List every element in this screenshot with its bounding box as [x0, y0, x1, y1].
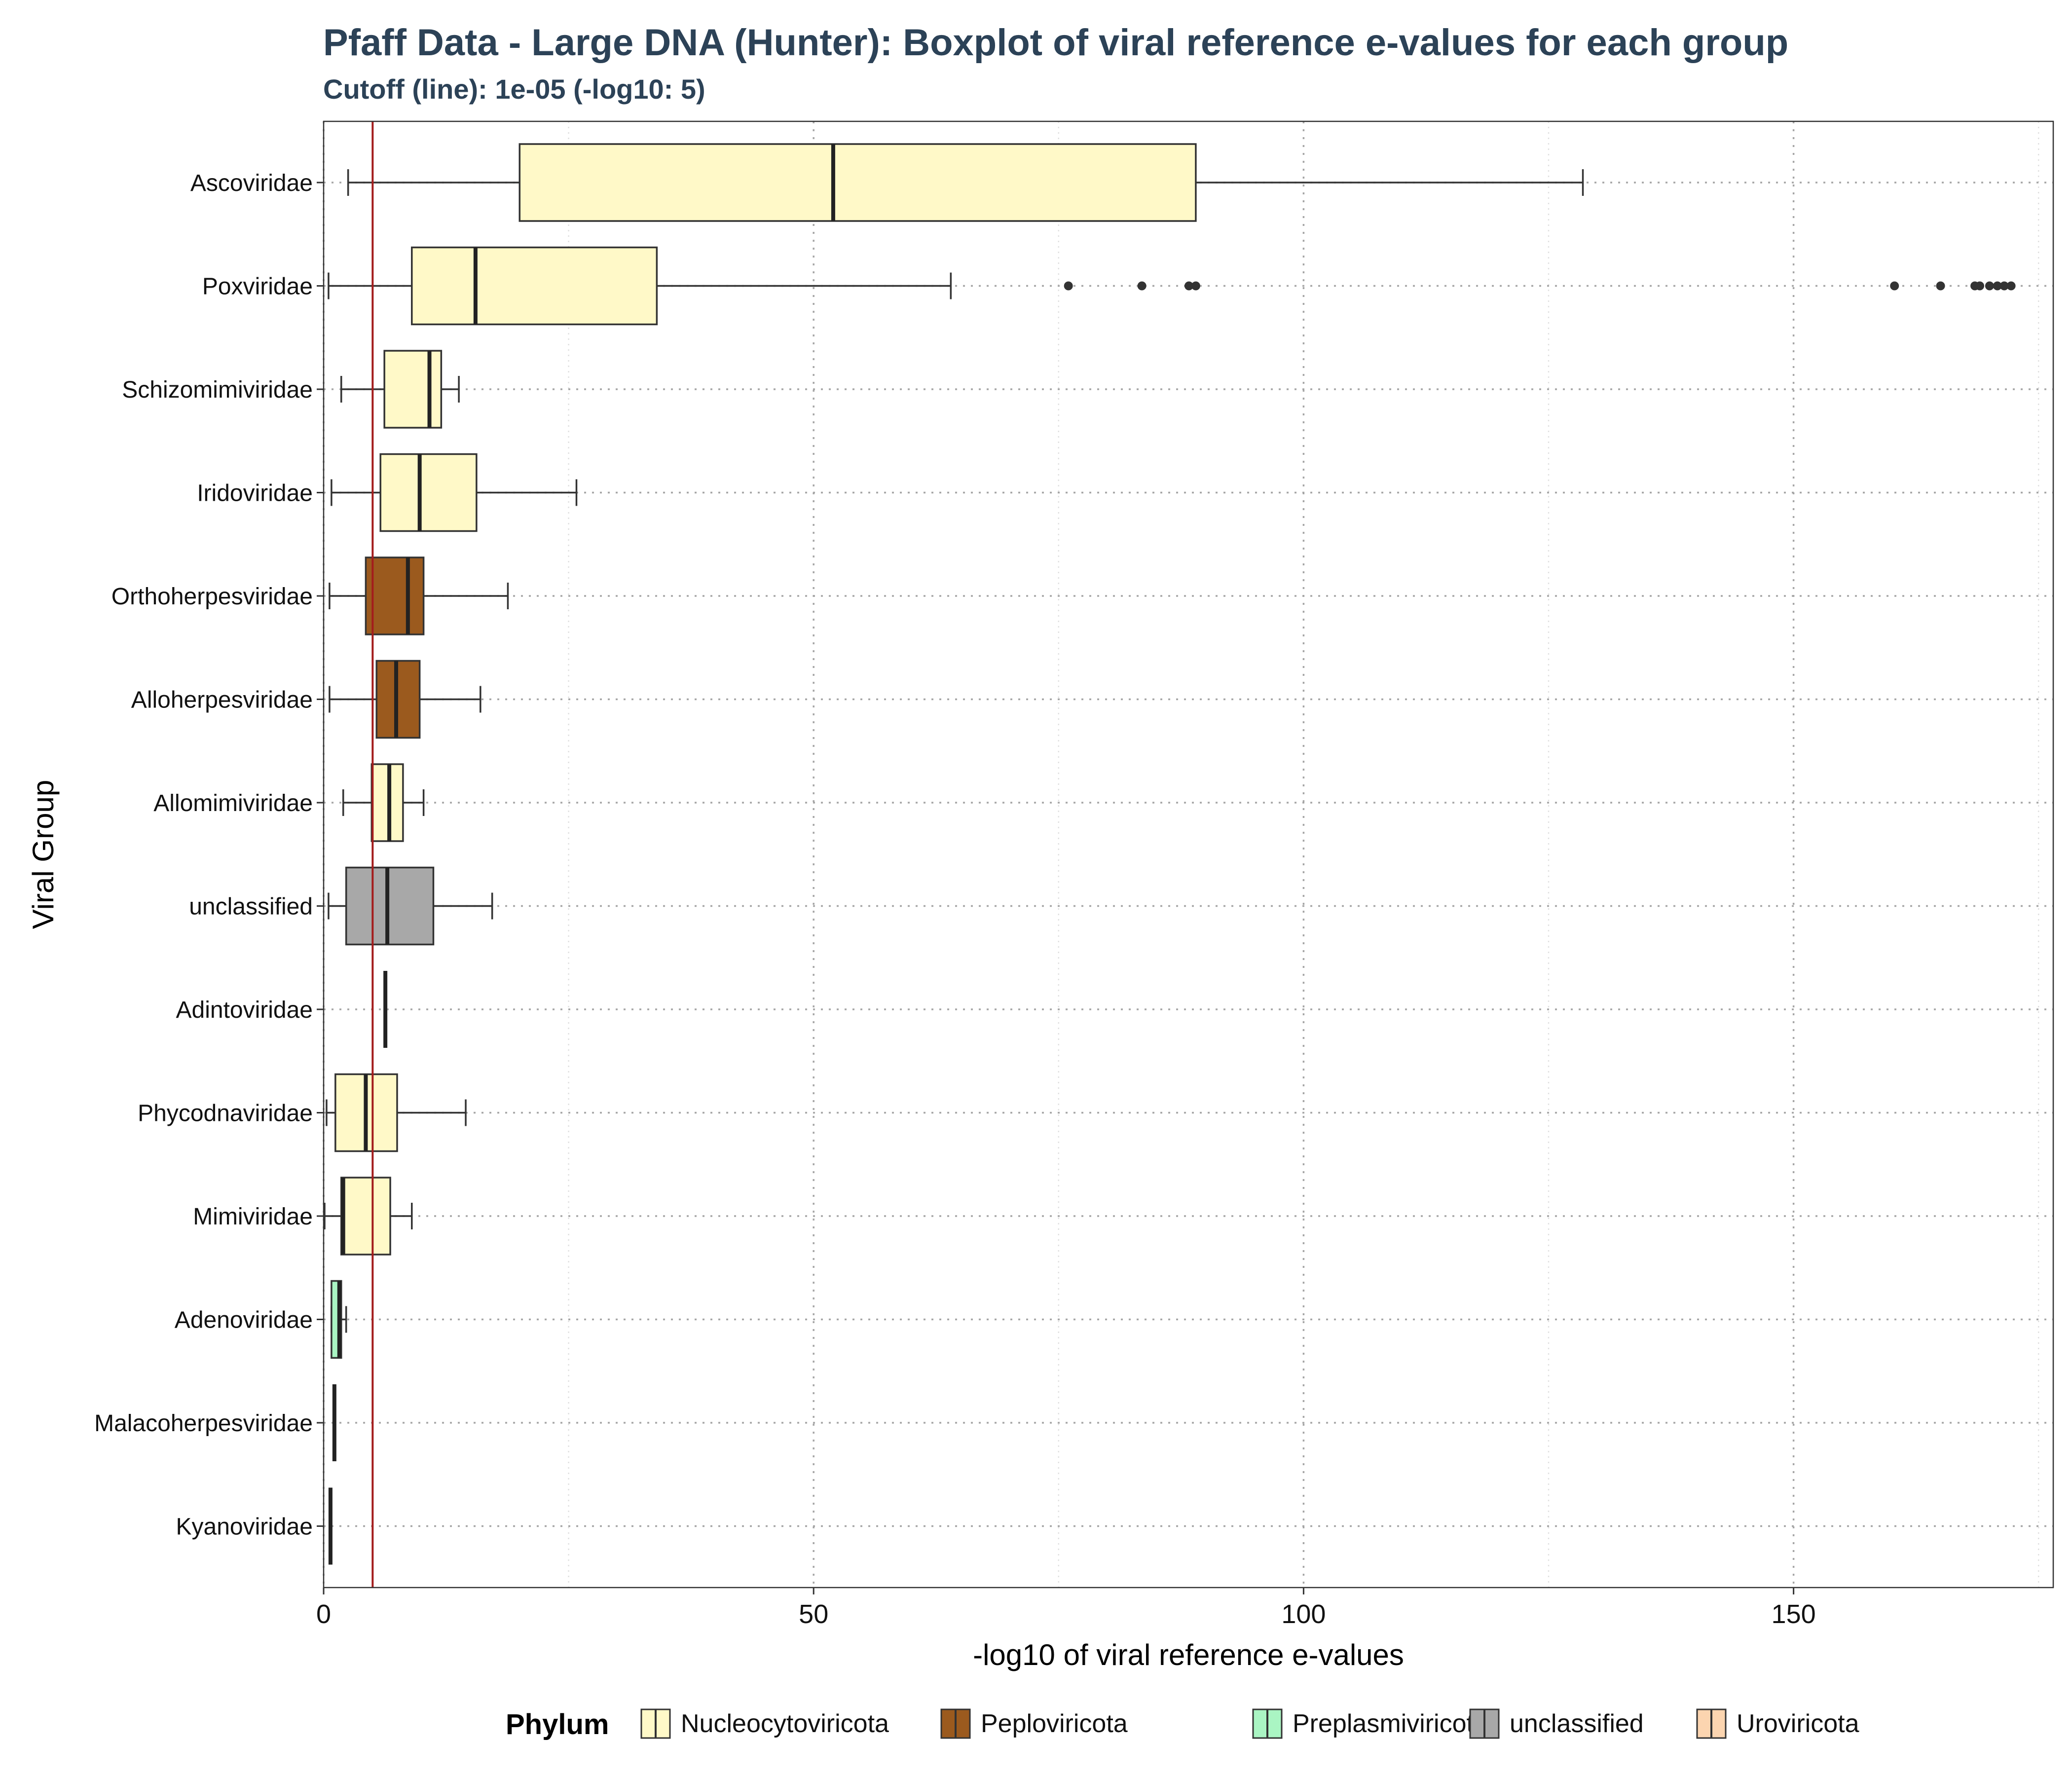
box-group	[331, 453, 578, 532]
legend-key	[1469, 1708, 1500, 1739]
box-group	[342, 763, 425, 842]
legend: Phylum Nucleocytoviricota Peploviricota Pr…	[506, 1708, 1859, 1740]
y-tick-label: Allomimiviridae	[153, 790, 313, 816]
y-tick-label: Poxviridae	[202, 274, 313, 300]
iqr-box	[340, 1177, 391, 1256]
x-tick-label: 0	[316, 1599, 331, 1629]
y-tick-label: unclassified	[189, 894, 313, 920]
iqr-box	[365, 556, 425, 635]
y-tick-label: Orthoherpesviridae	[111, 584, 313, 610]
outlier-point	[1975, 281, 1985, 291]
outlier-point	[1890, 281, 1899, 291]
x-tick-labels: 0 50 100 150	[316, 1588, 1816, 1629]
y-tick-label: Ascoviridae	[190, 170, 313, 196]
legend-label: Uroviricota	[1737, 1709, 1859, 1738]
plot-panel-border	[323, 120, 2054, 1589]
outlier-point	[1936, 281, 1945, 291]
legend-title: Phylum	[506, 1708, 609, 1740]
outlier-point	[1064, 281, 1073, 291]
outlier-point	[1993, 281, 2002, 291]
iqr-box	[411, 246, 658, 326]
legend-key	[1696, 1708, 1727, 1739]
y-axis-title: Viral Group	[27, 780, 60, 929]
box-group	[328, 866, 493, 946]
box-group	[340, 350, 460, 429]
y-tick-label: Adintoviridae	[176, 997, 313, 1023]
y-tick-label: Phycodnaviridae	[138, 1101, 313, 1127]
y-tick-label: Schizomimiviridae	[122, 377, 313, 403]
x-tick-label: 150	[1772, 1599, 1816, 1629]
iqr-box	[383, 350, 443, 429]
legend-key	[640, 1708, 671, 1739]
y-tick-labels: Ascoviridae Poxviridae Schizomimiviridae Ir…	[94, 170, 324, 1540]
box-group	[347, 143, 1584, 222]
iqr-box	[379, 453, 478, 532]
outlier-point	[1999, 281, 2009, 291]
box-group	[324, 1177, 413, 1256]
y-tick-label: Kyanoviridae	[176, 1514, 313, 1540]
grid	[323, 121, 2053, 1588]
y-tick-label: Alloherpesviridae	[131, 687, 313, 713]
outlier-point	[1985, 281, 1994, 291]
outlier-point	[1184, 281, 1193, 291]
legend-label: unclassified	[1510, 1709, 1644, 1738]
y-tick-label: Malacoherpesviridae	[94, 1410, 313, 1437]
y-tick-label: Mimiviridae	[193, 1204, 313, 1230]
box-group	[331, 1280, 347, 1359]
x-tick-label: 50	[799, 1599, 828, 1629]
legend-key	[1252, 1708, 1283, 1739]
box-group	[329, 660, 481, 739]
box-group	[329, 556, 509, 635]
chart-subtitle: Cutoff (line): 1e-05 (-log10: 5)	[323, 74, 705, 105]
x-axis-title: -log10 of viral reference e-values	[973, 1638, 1404, 1671]
outlier-point	[2006, 281, 2016, 291]
y-tick-label: Adenoviridae	[175, 1307, 313, 1333]
box-group	[328, 246, 2016, 326]
iqr-box	[518, 143, 1197, 222]
iqr-box	[345, 866, 435, 946]
y-tick-label: Iridoviridae	[197, 481, 313, 507]
outlier-point	[1191, 281, 1200, 291]
legend-label: Preplasmiviricota	[1293, 1709, 1488, 1738]
legend-key	[940, 1708, 971, 1739]
legend-label: Nucleocytoviricota	[681, 1709, 889, 1738]
box-group	[326, 1073, 467, 1152]
x-tick-label: 100	[1281, 1599, 1326, 1629]
chart-title: Pfaff Data - Large DNA (Hunter): Boxplot…	[323, 22, 1788, 64]
boxes	[324, 143, 2016, 1565]
outlier-point	[1137, 281, 1147, 291]
legend-label: Peploviricota	[981, 1709, 1128, 1738]
